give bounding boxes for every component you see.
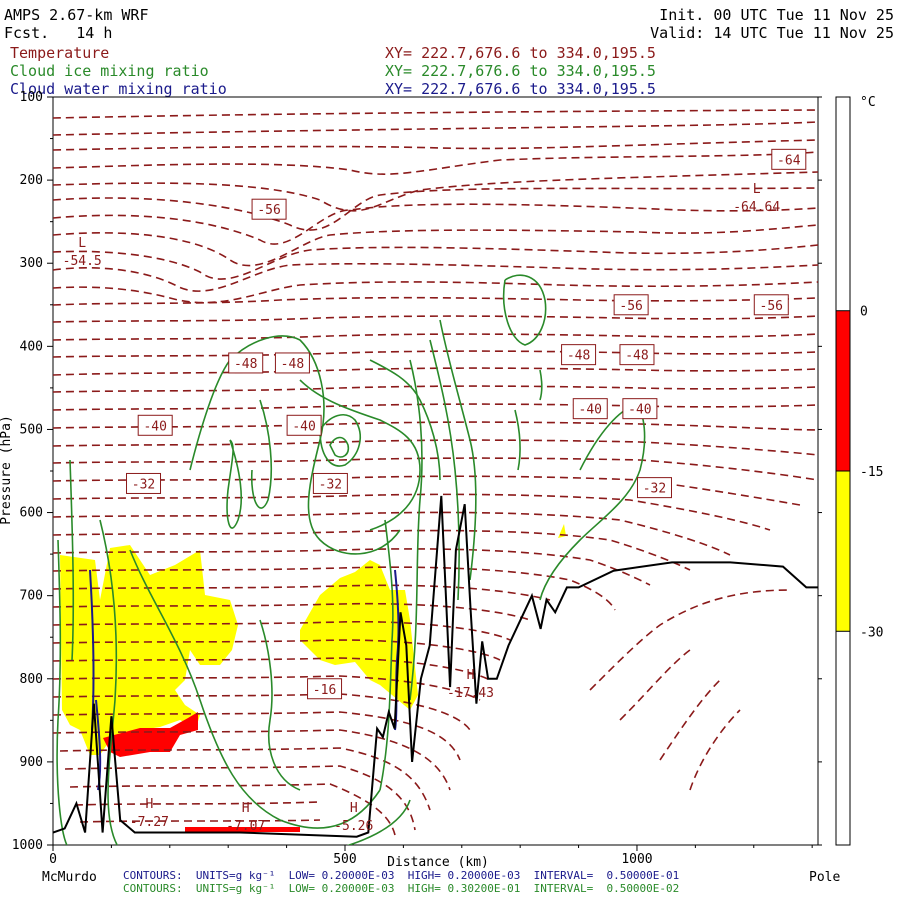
shading-red-lower (103, 712, 198, 757)
temperature-label: -40 (628, 403, 651, 418)
forecast-hour: Fcst. 14 h (4, 24, 113, 42)
shading-yellow-middle (300, 560, 418, 710)
temperature-label-box (307, 678, 343, 700)
extremum-value: -64.64 (733, 200, 780, 215)
colorbar-unit: °C (860, 95, 876, 110)
extrema-labels: L -54.5 L -64.64 H -17.43 H -7.27 H -7.07 H -5.26 (63, 182, 781, 834)
temperature-label-box (251, 198, 287, 220)
y-tick-label: 600 (20, 506, 43, 521)
temperature-label: -48 (625, 349, 648, 364)
init-time: Init. 00 UTC Tue 11 Nov 25 (659, 6, 894, 24)
contours-line-cloud-water: CONTOURS: UNITS=g kg⁻¹ LOW= 0.20000E-03 … (123, 869, 680, 882)
extremum-type: H (145, 797, 153, 812)
temperature-label-box (619, 344, 655, 366)
field-cloud-water: Cloud water mixing ratio (10, 80, 227, 98)
terrain-line (53, 495, 818, 838)
left-endpoint-label: McMurdo (42, 870, 97, 885)
temperature-label: -48 (234, 357, 257, 372)
field-temperature-xy: XY= 222.7,676.6 to 334.0,195.5 (385, 44, 656, 62)
temperature-label: -48 (567, 349, 590, 364)
temperature-label-box (286, 414, 322, 436)
cloud-ice-contours (56, 274, 646, 845)
x-tick-label: 0 (49, 852, 57, 867)
temperature-label: -32 (643, 482, 666, 497)
right-endpoint-label: Pole (809, 870, 841, 885)
temperature-label-box (636, 477, 672, 499)
field-cloud-ice: Cloud ice mixing ratio (10, 62, 209, 80)
plot-frame (52, 96, 819, 846)
y-tick-label: 800 (20, 672, 43, 687)
temperature-label-box (137, 414, 173, 436)
temperature-label: -40 (143, 419, 166, 434)
field-cloud-water-xy: XY= 222.7,676.6 to 334.0,195.5 (385, 80, 656, 98)
extremum-value: -7.07 (226, 819, 265, 834)
x-tick-label: 500 (333, 852, 356, 867)
extremum-type: L (753, 182, 761, 197)
temperature-label-box (561, 344, 597, 366)
temperature-label: -56 (257, 203, 280, 218)
extremum-type: H (467, 668, 475, 683)
extremum-value: -7.27 (130, 815, 169, 830)
temperature-label-box (312, 472, 348, 494)
extremum-type: H (242, 801, 250, 816)
shading-yellow-left (60, 545, 238, 755)
extremum-value: -54.5 (63, 254, 102, 269)
y-axis: 100 200 300 400 500 600 700 800 900 1000 (12, 90, 822, 853)
temperature-label-box (771, 148, 807, 170)
valid-time: Valid: 14 UTC Tue 11 Nov 25 (650, 24, 894, 42)
x-tick-label: 1000 (621, 852, 652, 867)
field-cloud-ice-xy: XY= 222.7,676.6 to 334.0,195.5 (385, 62, 656, 80)
y-tick-label: 300 (20, 256, 43, 271)
temperature-label: -32 (319, 477, 342, 492)
y-axis-label: Pressure (hPa) (0, 415, 14, 525)
colorbar-segment (836, 97, 850, 311)
temperature-label-box (228, 352, 264, 374)
colorbar-segment (836, 310, 850, 471)
y-tick-label: 700 (20, 589, 43, 604)
y-tick-label: 200 (20, 173, 43, 188)
temperature-label: -56 (760, 299, 783, 314)
colorbar-tick-label: 0 (860, 305, 868, 320)
y-tick-label: 1000 (12, 838, 43, 853)
temperature-label: -64 (777, 153, 801, 168)
temperature-label: -48 (281, 357, 304, 372)
temperature-label-box (613, 294, 649, 316)
x-axis: 0 500 1000 (49, 845, 813, 867)
temperature-contours (53, 109, 818, 836)
temperature-label: -32 (132, 477, 155, 492)
temperature-label-box (572, 398, 608, 420)
contours-line-cloud-ice: CONTOURS: UNITS=g kg⁻¹ LOW= 0.20000E-03 … (123, 882, 680, 895)
temperature-label: -40 (579, 403, 602, 418)
model-title: AMPS 2.67-km WRF (4, 6, 149, 24)
colorbar-tick-label: -15 (860, 465, 883, 480)
field-temperature: Temperature (10, 44, 110, 62)
extremum-value: -17.43 (447, 686, 494, 701)
temperature-label-box (622, 398, 658, 420)
extremum-type: H (350, 801, 358, 816)
temperature-label: -40 (292, 419, 315, 434)
y-tick-label: 400 (20, 339, 43, 354)
colorbar-tick-label: -30 (860, 625, 883, 640)
temperature-label-box (753, 294, 789, 316)
y-tick-label: 500 (20, 422, 43, 437)
colorbar-segment (836, 631, 850, 845)
y-tick-label: 900 (20, 755, 43, 770)
y-tick-label: 100 (20, 90, 43, 105)
temperature-labels: -64 -56 -56 -56 -48 -48 -48 -48 -40 -40 -40 -40 -32 -… (126, 148, 807, 700)
extremum-type: L (78, 236, 86, 251)
x-axis-label: Distance (km) (387, 855, 489, 870)
temperature-label-box (126, 472, 162, 494)
temperature-label: -16 (313, 683, 336, 698)
temperature-label-box (274, 352, 310, 374)
extremum-value: -5.26 (334, 819, 373, 834)
colorbar: 0 -15 -30 (835, 96, 883, 846)
temperature-label: -56 (619, 299, 642, 314)
colorbar-segment (836, 471, 850, 632)
shading-red-surface (185, 827, 300, 832)
